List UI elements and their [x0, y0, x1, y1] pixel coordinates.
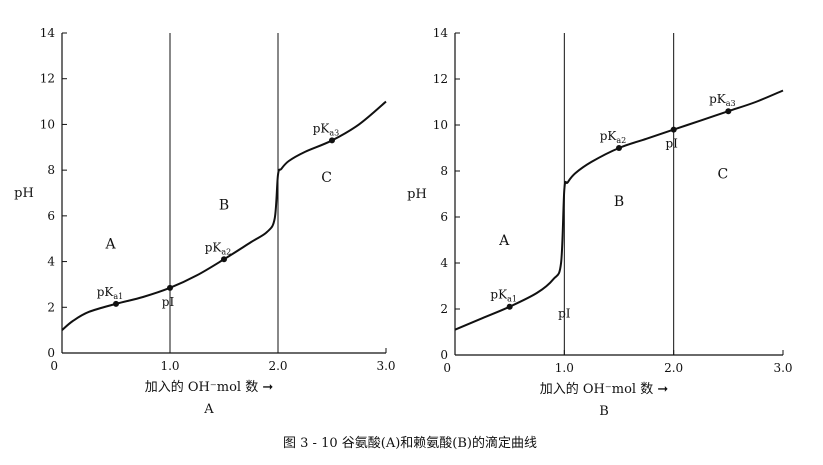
point-label-sub: a2: [616, 136, 626, 145]
point-label-sub: a3: [726, 99, 736, 108]
data-point: [616, 145, 622, 151]
titration-curve: [454, 89, 784, 331]
point-label-main: pK: [709, 92, 727, 106]
region-label: C: [718, 166, 729, 182]
point-label: pI: [665, 137, 678, 151]
x-tick-label: 1.0: [160, 359, 179, 373]
y-tick-label: 6: [47, 209, 55, 223]
data-point: [725, 108, 732, 115]
data-point: [167, 284, 173, 291]
point-label-main: pK: [313, 121, 331, 135]
x-axis-label: 加入的 OH⁻mol 数 ➞: [540, 381, 669, 397]
point-label-main: pK: [97, 285, 115, 299]
data-point: [329, 137, 335, 144]
y-tick-label: 6: [440, 210, 448, 224]
point-label: pI: [162, 295, 175, 309]
x-tick-label: 0: [50, 359, 58, 373]
figure-caption: 图 3 - 10 谷氨酸(A)和赖氨酸(B)的滴定曲线: [283, 435, 537, 451]
y-tick-label: 4: [440, 256, 448, 270]
x-tick-label: 2.0: [664, 361, 683, 375]
y-tick-label: 0: [440, 348, 448, 362]
data-point: [670, 126, 677, 133]
region-label: A: [105, 236, 117, 252]
point-label: pKa3: [709, 92, 736, 108]
y-tick-label: 14: [433, 26, 449, 40]
y-tick-label: 2: [47, 300, 55, 314]
y-tick-label: 8: [47, 163, 55, 177]
point-label-sub: a3: [329, 128, 339, 137]
point-label-main: pK: [600, 129, 618, 143]
point-label: pKa1: [97, 285, 124, 301]
y-tick-label: 0: [47, 346, 55, 360]
data-point: [221, 256, 227, 263]
point-label-main: pK: [490, 288, 508, 302]
x-tick-label: 3.0: [376, 359, 395, 373]
y-axis-label: pH: [407, 187, 427, 202]
point-label: pKa1: [490, 288, 517, 304]
point-label: pKa2: [600, 129, 627, 145]
x-tick-label: 2.0: [268, 359, 287, 373]
data-point: [113, 300, 119, 307]
x-tick-label: 3.0: [773, 361, 792, 375]
point-label-sub: a1: [507, 295, 517, 304]
region-label: B: [219, 197, 229, 213]
point-label: pI: [558, 307, 571, 321]
y-tick-label: 14: [40, 26, 56, 40]
point-label-main: pI: [162, 295, 175, 309]
point-label: pKa3: [313, 121, 340, 137]
panel-label: B: [599, 404, 609, 419]
point-label-sub: a2: [221, 247, 231, 256]
x-axis-label: 加入的 OH⁻mol 数 ➞: [145, 379, 274, 395]
point-label-sub: a1: [113, 292, 123, 301]
region-label: C: [321, 170, 332, 186]
region-label: A: [498, 233, 510, 249]
panel-label: A: [203, 402, 214, 417]
point-label: pKa2: [205, 240, 232, 256]
y-axis-label: pH: [14, 186, 34, 201]
y-tick-label: 2: [440, 302, 448, 316]
y-tick-label: 8: [440, 164, 448, 178]
region-label: B: [614, 194, 624, 210]
point-label-main: pI: [665, 137, 678, 151]
y-tick-label: 10: [433, 118, 448, 132]
point-label-main: pK: [205, 240, 223, 254]
data-point: [506, 303, 513, 310]
y-tick-label: 12: [40, 72, 55, 86]
y-tick-label: 10: [40, 117, 55, 131]
y-tick-label: 4: [47, 255, 55, 269]
x-tick-label: 1.0: [555, 361, 574, 375]
x-tick-label: 0: [443, 361, 451, 375]
y-tick-label: 12: [433, 72, 448, 86]
